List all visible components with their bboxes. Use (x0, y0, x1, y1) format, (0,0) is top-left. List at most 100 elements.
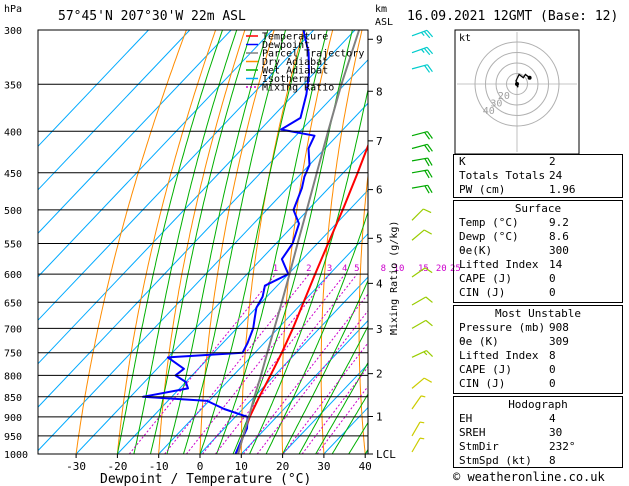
height-unit-asl: ASL (375, 17, 393, 28)
stmdir-value: 232° (549, 440, 576, 453)
wind-barb-staff (411, 437, 421, 453)
hodograph-unit: kt (459, 33, 471, 44)
isotherm-line (38, 30, 191, 191)
wind-barb-flag (423, 30, 431, 39)
hodograph-storm-motion (515, 82, 519, 86)
km-tick-label: 4 (376, 277, 383, 290)
mu-cin-value: 0 (549, 377, 556, 390)
surface-cape-row: CAPE (J) 0 (454, 272, 622, 286)
wind-barb-staff (411, 267, 426, 278)
sreh-value: 30 (549, 426, 563, 439)
surface-theta-row: θe(K) 300 (454, 244, 622, 258)
legend-label: Parcel Trajectory (262, 49, 364, 60)
wind-barb-flag (424, 185, 430, 194)
x-tick-label: -20 (107, 460, 127, 473)
hodograph-end-point (527, 75, 532, 80)
pressure-tick-label: 600 (4, 270, 22, 281)
surface-dewp-row: Dewp (°C) 8.6 (454, 230, 622, 244)
mixing-ratio-value: 4 (342, 264, 347, 274)
pressure-tick-label: 450 (4, 169, 22, 180)
mixing-ratio-line (243, 293, 368, 454)
wind-barb-half-flag (423, 351, 428, 356)
mixing-ratio-value: 8 (381, 264, 386, 274)
hodograph-ring-label: 30 (490, 99, 502, 110)
wind-barb (411, 208, 432, 221)
mixing-ratio-value: 3 (327, 264, 332, 274)
surface-dewp-value: 8.6 (549, 230, 569, 243)
wet-adiabat-line (298, 325, 368, 454)
eh-value: 4 (549, 412, 556, 425)
surface-theta-value: 300 (549, 244, 569, 257)
surface-li-label: Lifted Index (459, 258, 539, 271)
wind-barb-flag (423, 229, 432, 235)
sreh-label: SREH (459, 426, 486, 439)
km-tick-label: 6 (376, 184, 383, 197)
wind-barb-flag (426, 29, 434, 38)
wind-barb-staff (411, 395, 422, 410)
wind-barb-flag (426, 350, 434, 358)
x-axis-label: Dewpoint / Temperature (°C) (100, 472, 311, 486)
surface-temp-row: Temp (°C) 9.2 (454, 216, 622, 230)
wind-barb-flag (425, 296, 433, 303)
pressure-tick-label: 300 (4, 26, 22, 37)
wind-barb (411, 296, 433, 306)
pressure-tick-label: 1000 (4, 450, 28, 461)
mixing-ratio-value: 5 (354, 264, 359, 274)
wet-adiabat-line (133, 30, 238, 454)
pressure-unit-label: hPa (4, 4, 22, 15)
wind-barb (411, 421, 425, 437)
pressure-tick-label: 900 (4, 413, 22, 424)
mu-cape-label: CAPE (J) (459, 363, 512, 376)
wind-barb (411, 267, 433, 278)
pressure-tick-label: 800 (4, 371, 22, 382)
surface-li-row: Lifted Index 14 (454, 258, 622, 272)
mu-li-row: Lifted Index 8 (454, 349, 622, 363)
eh-row: EH 4 (454, 412, 622, 426)
wind-barb-staff (411, 421, 421, 437)
wind-barb-staff (411, 296, 427, 306)
pressure-tick-label: 550 (4, 239, 22, 250)
wind-barb-flag (423, 47, 431, 56)
copyright-notice[interactable]: © weatheronline.co.uk (453, 470, 605, 484)
mixing-ratio-value: 10 (394, 264, 405, 274)
wind-barb (411, 46, 434, 56)
mu-cape-value: 0 (549, 363, 556, 376)
legend-label: Temperature (262, 32, 328, 43)
wind-barb (411, 437, 425, 453)
isotherm-line (38, 30, 315, 321)
legend-label: Wet Adiabat (262, 66, 328, 77)
wind-barb-flag (426, 46, 434, 55)
eh-label: EH (459, 412, 473, 425)
surface-temp-value: 9.2 (549, 216, 569, 229)
wind-barb-half-flag (419, 421, 425, 424)
surface-li-value: 14 (549, 258, 563, 271)
pw-row: PW (cm) 1.96 (454, 183, 622, 197)
hodograph-trace (515, 73, 530, 88)
wind-barb (411, 29, 434, 39)
mu-li-label: Lifted Index (459, 349, 539, 362)
pw-value: 1.96 (549, 183, 576, 196)
stmdir-row: StmDir 232° (454, 440, 622, 454)
wind-barb-half-flag (421, 395, 426, 398)
mu-theta-row: θe (K) 309 (454, 335, 622, 349)
dry-adiabat-line (625, 30, 629, 454)
wind-barb-flag (424, 158, 430, 167)
wet-adiabat-line (315, 361, 368, 454)
wind-barb-flag (424, 144, 431, 153)
pressure-tick-label: 400 (4, 127, 22, 138)
totals-label: Totals Totals (459, 169, 546, 182)
surface-title: Surface (514, 202, 562, 215)
mixing-ratio-value: 20 (436, 264, 447, 274)
mixing-ratio-axis-label: Mixing Ratio (g/kg) (389, 221, 400, 335)
mixing-ratio-value: 2 (306, 264, 311, 274)
mu-cin-row: CIN (J) 0 (454, 377, 622, 391)
stmspd-row: StmSpd (kt) 8 (454, 454, 622, 468)
wind-barb (411, 169, 433, 179)
most-unstable-title: Most Unstable (494, 307, 582, 320)
km-tick-label: 5 (376, 232, 383, 245)
mixing-ratio-line (202, 273, 346, 454)
mu-pressure-label: Pressure (mb) (459, 321, 546, 334)
isotherm-line (158, 232, 368, 454)
